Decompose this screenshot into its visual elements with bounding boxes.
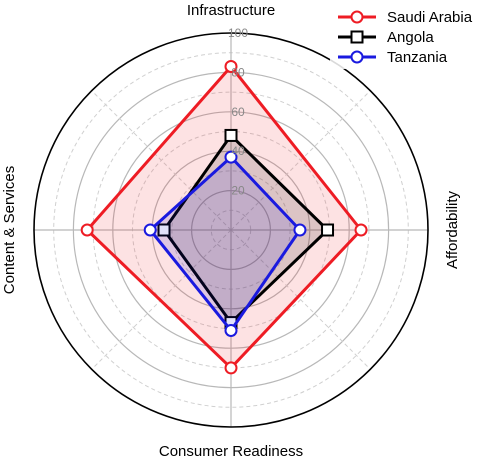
data-point	[143, 223, 157, 237]
legend-label: Angola	[387, 29, 434, 46]
axis-label-infrastructure: Infrastructure	[187, 2, 275, 19]
legend-item: Angola	[338, 29, 434, 46]
data-point	[157, 223, 171, 237]
data-point	[80, 223, 94, 237]
axis-label-content-services: Content & Services	[1, 166, 18, 294]
data-point	[293, 223, 307, 237]
legend-item: Saudi Arabia	[338, 9, 473, 26]
tick-label: 40	[231, 144, 245, 158]
axis-label-consumer-readiness: Consumer Readiness	[159, 443, 303, 457]
series-saudi-arabia	[80, 59, 368, 375]
outer-frame	[33, 32, 429, 428]
tick-label: 80	[231, 65, 245, 79]
legend-item: Tanzania	[338, 49, 448, 66]
series-layer	[80, 59, 368, 375]
data-point	[224, 59, 238, 73]
grid-spoke-minor	[230, 229, 371, 370]
legend-marker	[350, 50, 364, 64]
data-point	[224, 128, 238, 142]
grid-spoke-minor	[230, 90, 371, 231]
data-point	[224, 323, 238, 337]
legend-label: Saudi Arabia	[387, 9, 473, 26]
legend-marker	[350, 30, 364, 44]
legend-label: Tanzania	[387, 49, 448, 66]
data-point	[224, 361, 238, 375]
grid-spoke-minor	[91, 90, 232, 231]
legend-marker	[350, 10, 364, 24]
data-point	[321, 223, 335, 237]
axis-labels: Infrastructure Affordability Consumer Re…	[1, 2, 461, 457]
data-point	[354, 223, 368, 237]
axis-label-affordability: Affordability	[444, 190, 461, 269]
tick-labels: 20 40 60 80 100	[228, 26, 248, 198]
tick-label: 20	[231, 184, 245, 198]
series-tanzania	[143, 150, 307, 337]
tick-label: 60	[231, 105, 245, 119]
data-point	[224, 150, 238, 164]
tick-label: 100	[228, 26, 248, 40]
legend: Saudi Arabia Angola Tanzania	[330, 3, 496, 69]
